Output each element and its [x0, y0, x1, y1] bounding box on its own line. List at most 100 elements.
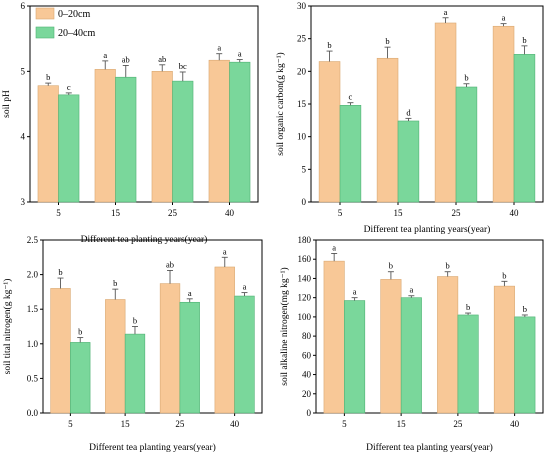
- bar-20-40cm: [457, 314, 479, 414]
- y-tick-label: 0.0: [27, 408, 39, 418]
- x-axis-title: Different tea planting years(year): [366, 442, 493, 453]
- y-tick-label: 5: [302, 164, 307, 174]
- bar-20-40cm: [344, 300, 366, 414]
- bar-0-20cm: [323, 260, 345, 414]
- significance-label: a: [502, 13, 506, 23]
- significance-label: ab: [166, 259, 174, 269]
- y-tick-label: 20: [297, 66, 307, 76]
- significance-label: a: [332, 242, 336, 252]
- bar-0-20cm: [376, 57, 399, 203]
- bar-0-20cm: [37, 85, 59, 203]
- significance-label: a: [188, 288, 192, 298]
- significance-label: ab: [122, 54, 130, 64]
- y-tick-label: 2.5: [27, 235, 39, 245]
- bar-0-20cm: [50, 288, 71, 414]
- bar-20-40cm: [513, 54, 536, 203]
- y-tick-label: 15: [297, 99, 307, 109]
- significance-label: b: [446, 261, 450, 271]
- x-tick-label: 15: [397, 419, 407, 429]
- y-tick-label: 25: [297, 34, 307, 44]
- x-tick-label: 5: [68, 419, 73, 429]
- bar-0-20cm: [493, 285, 515, 414]
- x-tick-label: 5: [342, 419, 347, 429]
- significance-label: a: [103, 50, 107, 60]
- significance-label: b: [46, 72, 50, 82]
- significance-label: b: [113, 278, 117, 288]
- x-tick-label: 15: [121, 419, 131, 429]
- x-tick-label: 40: [225, 208, 235, 218]
- plot-frame: [42, 239, 263, 414]
- bar-20-40cm: [339, 105, 362, 203]
- legend-swatch-0-20cm: [35, 7, 55, 20]
- y-tick-label: 1.0: [27, 339, 39, 349]
- bar-20-40cm: [234, 295, 255, 414]
- bar-20-40cm: [124, 333, 146, 414]
- y-tick-label: 4: [21, 132, 26, 142]
- y-tick-label: 120: [298, 293, 312, 303]
- y-axis-title: soil pH: [2, 90, 12, 118]
- significance-label: a: [223, 246, 227, 256]
- x-axis-title: Different tea planting years(year): [89, 442, 216, 453]
- chart-panel-2: 0 5 10 15 20 25 30 5 b c 15 b d 25 a b 40 a b Different tea…: [275, 1, 544, 235]
- y-tick-label: 0.5: [27, 373, 39, 383]
- bar-20-40cm: [179, 301, 200, 414]
- bar-0-20cm: [434, 22, 457, 203]
- significance-label: b: [389, 261, 393, 271]
- significance-label: ab: [158, 54, 166, 64]
- plot-frame: [29, 5, 259, 203]
- significance-label: a: [243, 282, 247, 292]
- legend: 0–20cm 20–40cm: [35, 7, 95, 39]
- bar-20-40cm: [397, 120, 420, 203]
- y-tick-label: 160: [298, 254, 312, 264]
- y-tick-label: 140: [298, 273, 312, 283]
- significance-label: b: [464, 73, 468, 83]
- bar-0-20cm: [492, 25, 515, 203]
- significance-label: d: [406, 107, 411, 117]
- y-tick-label: 30: [297, 1, 307, 11]
- x-tick-label: 25: [168, 208, 178, 218]
- x-tick-label: 25: [175, 419, 185, 429]
- significance-label: b: [58, 267, 62, 277]
- significance-label: b: [133, 316, 137, 326]
- x-tick-label: 25: [452, 208, 462, 218]
- bar-20-40cm: [514, 316, 536, 414]
- bar-0-20cm: [208, 59, 230, 203]
- bar-0-20cm: [94, 69, 116, 203]
- y-tick-label: 10: [297, 132, 307, 142]
- chart-panel-4: 0 20 40 60 80 100 120 140 160 180 5 a a 15 b a 25 b b 40 b b D…: [279, 235, 544, 453]
- significance-label: a: [444, 7, 448, 17]
- x-tick-label: 5: [338, 208, 343, 218]
- legend-swatch-20-40cm: [35, 26, 55, 39]
- bar-0-20cm: [214, 266, 235, 414]
- x-tick-label: 40: [230, 419, 240, 429]
- y-tick-label: 180: [298, 235, 312, 245]
- x-tick-label: 40: [510, 208, 520, 218]
- x-tick-label: 25: [453, 419, 463, 429]
- bar-20-40cm: [229, 61, 251, 203]
- significance-label: b: [502, 270, 506, 280]
- y-axis-title: soil tital nitrogen(g kg⁻¹): [2, 279, 13, 375]
- bar-0-20cm: [318, 61, 341, 203]
- legend-label-0-20cm: 0–20cm: [58, 9, 90, 20]
- significance-label: a: [409, 285, 413, 295]
- bar-20-40cm: [58, 94, 80, 203]
- legend-label-20-40cm: 20–40cm: [58, 28, 95, 39]
- x-tick-label: 15: [394, 208, 404, 218]
- significance-label: b: [523, 304, 527, 314]
- y-tick-label: 60: [302, 350, 312, 360]
- significance-label: b: [327, 40, 331, 50]
- x-tick-label: 15: [111, 208, 121, 218]
- bar-20-40cm: [115, 76, 137, 203]
- bar-0-20cm: [105, 299, 126, 414]
- chart-panel-3: 0.0 0.5 1.0 1.5 2.0 2.5 5 b b 15 b b 25 ab a 40 a a Differ…: [2, 235, 263, 453]
- y-tick-label: 20: [302, 389, 312, 399]
- bar-0-20cm: [151, 71, 173, 203]
- bar-0-20cm: [437, 276, 459, 414]
- bar-0-20cm: [380, 279, 402, 414]
- y-tick-label: 40: [302, 370, 312, 380]
- y-tick-label: 2.0: [27, 270, 39, 280]
- y-tick-label: 6: [21, 1, 26, 11]
- significance-label: a: [217, 43, 221, 53]
- significance-label: a: [353, 287, 357, 297]
